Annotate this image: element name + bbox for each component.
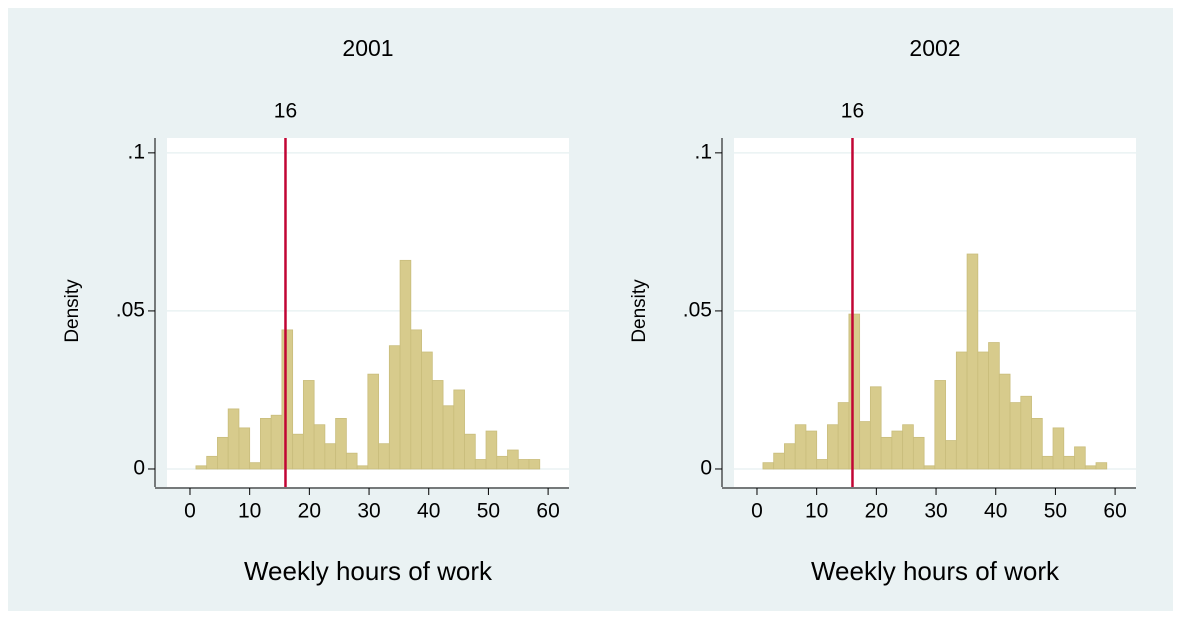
x-tick-label: 30 (924, 500, 947, 523)
bar (442, 405, 455, 470)
bar (431, 380, 444, 470)
bar (281, 329, 294, 470)
x-tick-label: 10 (238, 500, 261, 523)
bar (345, 452, 358, 470)
bar (784, 443, 796, 470)
bar (399, 259, 412, 470)
bar (260, 418, 272, 470)
bar (1041, 455, 1054, 470)
bar (1084, 465, 1097, 470)
x-tick-label: 60 (1103, 500, 1126, 523)
bar (249, 462, 261, 470)
bar (485, 430, 498, 470)
bar (923, 465, 936, 470)
bar (837, 402, 850, 470)
bar (378, 443, 390, 470)
panel-title: 2002 (909, 35, 960, 61)
bar (891, 430, 904, 470)
x-axis-label: Weekly hours of work (244, 556, 493, 586)
bar (945, 440, 957, 470)
x-tick-label: 30 (357, 500, 380, 523)
bar (292, 433, 304, 470)
bar (955, 351, 968, 470)
bar (302, 380, 315, 470)
x-tick-label: 40 (984, 500, 1007, 523)
x-tick-label: 0 (184, 500, 196, 523)
bar (313, 424, 326, 470)
bar (410, 329, 422, 470)
bar (206, 455, 218, 470)
bar (528, 459, 541, 470)
y-tick-label: .05 (683, 298, 712, 321)
bar (335, 418, 347, 470)
bar (474, 459, 487, 470)
bar (773, 452, 785, 470)
bar (1095, 462, 1108, 470)
reference-label: 16 (841, 100, 864, 123)
x-tick-label: 20 (298, 500, 321, 523)
bar (453, 389, 465, 470)
bar (1009, 402, 1022, 470)
y-tick-label: .1 (127, 140, 145, 163)
y-axis-label: Density (629, 279, 650, 343)
bar (1063, 455, 1075, 470)
bar (977, 351, 989, 470)
y-tick-label: 0 (133, 457, 145, 480)
bar (902, 424, 914, 470)
bar (464, 433, 476, 470)
bar (869, 386, 882, 470)
bar (912, 436, 925, 470)
x-tick-label: 0 (751, 500, 763, 523)
bar (217, 436, 229, 470)
bar (848, 313, 861, 470)
y-tick-label: .1 (694, 140, 712, 163)
bar (227, 408, 240, 470)
bar (367, 373, 379, 470)
bar (988, 342, 1000, 470)
bar (195, 465, 208, 470)
bar (934, 380, 946, 470)
bar (270, 414, 283, 470)
x-tick-label: 20 (865, 500, 888, 523)
bar (496, 455, 508, 470)
y-tick-label: 0 (700, 457, 712, 480)
bar (1031, 418, 1043, 470)
x-tick-label: 60 (536, 500, 559, 523)
y-axis-label: Density (62, 279, 83, 343)
bar (1020, 395, 1032, 470)
bar (998, 373, 1011, 470)
bar (966, 253, 979, 470)
bar (827, 424, 839, 470)
bar (324, 443, 337, 470)
x-tick-label: 50 (1044, 500, 1067, 523)
bar (1074, 446, 1086, 470)
bar (880, 436, 893, 470)
bar (517, 459, 530, 470)
bar (859, 421, 871, 470)
panel-title: 2001 (342, 35, 393, 61)
bar (421, 351, 433, 470)
bar (388, 345, 401, 470)
bar (794, 424, 807, 470)
bar (805, 430, 818, 470)
x-tick-label: 10 (805, 500, 828, 523)
x-axis-label: Weekly hours of work (811, 556, 1060, 586)
bar (356, 465, 369, 470)
x-tick-label: 50 (477, 500, 500, 523)
y-tick-label: .05 (116, 298, 145, 321)
bar (762, 462, 775, 470)
bar (238, 427, 251, 470)
x-tick-label: 40 (417, 500, 440, 523)
reference-label: 16 (274, 100, 297, 123)
bar (816, 459, 828, 470)
bar (1052, 427, 1065, 470)
bar (507, 449, 519, 470)
